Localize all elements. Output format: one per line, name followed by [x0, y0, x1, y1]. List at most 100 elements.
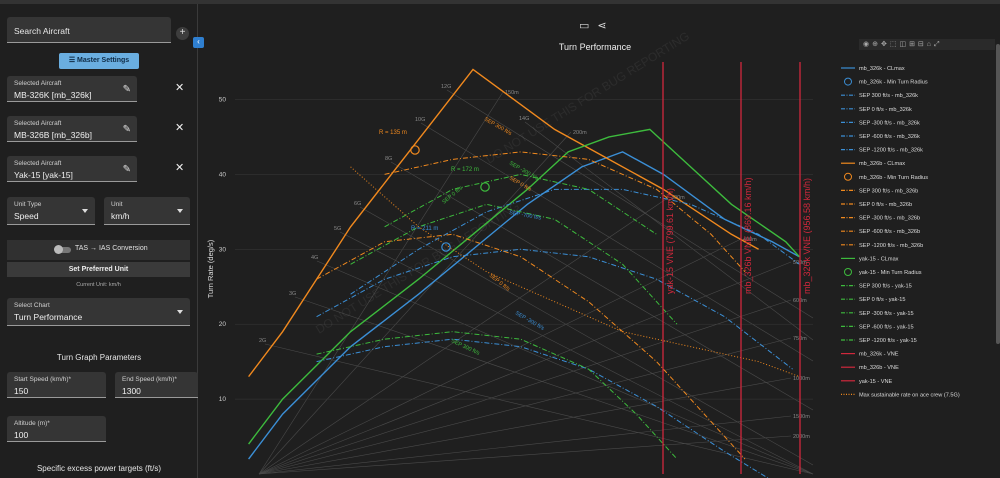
radius-label: 300m	[671, 195, 685, 201]
selected-aircraft-label: Selected Aircraft	[14, 80, 62, 87]
sidebar: Search Aircraft + ☰ Master Settings Sele…	[0, 4, 198, 478]
legend-label: mb_326k - VNE	[859, 352, 899, 358]
legend-label: SEP 0 ft/s - mb_326b	[859, 202, 912, 208]
radius-label: 400m	[743, 237, 757, 243]
g-label: 5G	[334, 226, 341, 232]
sep-curve-label: SEP -700 ft/s	[509, 210, 542, 222]
altitude-input[interactable]: Altitude (m)* 100	[7, 416, 106, 442]
g-line	[524, 121, 814, 341]
unit-select[interactable]: Unit km/h	[104, 197, 190, 225]
legend-label: SEP -600 ft/s - mb_326b	[859, 229, 920, 235]
end-speed-value: 1300	[122, 386, 141, 396]
chart-panel: ▭ ⋖ ◉⊕✥⬚◫⊞⊟⌂⤢ Turn Performance Turn Rate (…	[199, 4, 1000, 478]
y-axis-label: Turn Rate (deg/s)	[206, 239, 215, 298]
close-icon[interactable]: ✕	[175, 122, 185, 134]
dropdown-arrow-icon	[177, 209, 183, 213]
search-input[interactable]: Search Aircraft	[7, 17, 171, 43]
radius-line	[258, 196, 670, 475]
min-radius-marker	[441, 242, 451, 252]
radius-line	[258, 91, 504, 475]
edit-icon[interactable]: ✎	[122, 164, 131, 175]
series-line	[350, 188, 800, 295]
unit-type-select[interactable]: Unit Type Speed	[7, 197, 95, 225]
g-line	[390, 161, 814, 411]
min-radius-annotation: R = 135 m	[379, 130, 407, 136]
chart-select[interactable]: Select Chart Turn Performance	[7, 298, 190, 326]
start-speed-value: 150	[14, 386, 29, 396]
legend-label: yak-15 - CLmax	[859, 256, 899, 262]
altitude-value: 100	[14, 430, 29, 440]
legend-marker	[844, 172, 852, 181]
sep-curve-label: SEP 300 ft/s	[450, 338, 480, 356]
top-bar	[0, 0, 1000, 4]
turn-performance-chart[interactable]: Turn Performance Turn Rate (deg/s) 2G 3G 4G 5…	[199, 4, 1000, 478]
legend-label: yak-15 - VNE	[859, 379, 893, 385]
selected-aircraft-1[interactable]: Selected Aircraft MB-326K [mb_326k] ✎	[7, 76, 137, 102]
select-chart-value: Turn Performance	[14, 312, 83, 322]
selected-aircraft-3[interactable]: Selected Aircraft Yak-15 [yak-15] ✎	[7, 156, 137, 182]
set-preferred-unit-button[interactable]: Set Preferred Unit	[7, 262, 190, 277]
series-line	[384, 151, 746, 273]
legend-label: mb_326k - Min Turn Radius	[859, 80, 928, 86]
current-unit-text: Current Unit: km/h	[76, 282, 121, 288]
end-speed-input[interactable]: End Speed (km/h)* 1300	[115, 372, 198, 398]
legend-label: SEP -1200 ft/s - yak-15	[859, 338, 917, 344]
legend-label: Max sustainable rate on ace crew (7.5G)	[859, 392, 960, 398]
legend: mb_326k - CLmax mb_326k - Min Turn Radius…	[841, 66, 960, 398]
scrollbar[interactable]	[996, 44, 1000, 344]
close-icon[interactable]: ✕	[175, 82, 185, 94]
legend-label: mb_326b - CLmax	[859, 161, 905, 167]
selected-aircraft-value: MB-326B [mb_326b]	[14, 130, 92, 140]
g-label: 3G	[289, 291, 296, 297]
start-speed-input[interactable]: Start Speed (km/h)* 150	[7, 372, 106, 398]
g-label: 2G	[259, 338, 266, 344]
g-label: 4G	[311, 255, 318, 261]
selected-aircraft-value: Yak-15 [yak-15]	[14, 170, 73, 180]
legend-label: SEP 0 ft/s - mb_326k	[859, 107, 912, 113]
start-speed-label: Start Speed (km/h)*	[14, 376, 72, 383]
selected-aircraft-2[interactable]: Selected Aircraft MB-326B [mb_326b] ✎	[7, 116, 137, 142]
sep-curve-label: SEP 0 ft/s	[441, 185, 464, 205]
y-tick-label: 50	[219, 96, 227, 103]
ruler-icon[interactable]: ▭	[579, 20, 590, 32]
selected-aircraft-label: Selected Aircraft	[14, 120, 62, 127]
y-tick-label: 20	[219, 321, 227, 328]
legend-label: SEP -1200 ft/s - mb_326k	[859, 148, 923, 154]
g-label: 12G	[441, 84, 451, 90]
series-line	[350, 203, 678, 325]
radius-label: 150m	[505, 90, 519, 96]
collapse-icon[interactable]: ‹	[193, 37, 204, 48]
legend-label: SEP -300 ft/s - mb_326k	[859, 120, 920, 126]
legend-label: SEP -300 ft/s - mb_326b	[859, 216, 920, 222]
radius-label: 1500m	[793, 414, 810, 420]
legend-label: SEP 300 ft/s - yak-15	[859, 284, 912, 290]
end-speed-label: End Speed (km/h)*	[122, 376, 177, 383]
toggle-icon[interactable]	[54, 245, 71, 254]
camera-icon[interactable]: ◉	[863, 41, 873, 48]
legend-label: mb_326b - Min Turn Radius	[859, 175, 928, 181]
g-load-lines: 2G 3G 4G 5G 6G 8G 10G 12G 14G	[259, 84, 814, 475]
selected-aircraft-value: MB-326K [mb_326k]	[14, 90, 92, 100]
radius-line	[258, 435, 792, 475]
unit-label: Unit	[111, 201, 123, 208]
min-radius-annotation: R = 211 m	[411, 226, 438, 232]
share-icon[interactable]: ⋖	[597, 20, 607, 32]
edit-icon[interactable]: ✎	[122, 84, 131, 95]
series-line	[316, 233, 746, 460]
g-line	[316, 260, 814, 475]
legend-marker	[844, 268, 852, 276]
radius-line	[258, 261, 792, 475]
y-tick-label: 40	[219, 171, 227, 178]
chart-toolbar: ▭ ⋖	[579, 19, 615, 32]
plus-icon[interactable]: +	[176, 27, 189, 40]
vne-label: mb_326b VNE (869.16 km/h)	[743, 177, 753, 294]
close-icon[interactable]: ✕	[175, 162, 185, 174]
series-line	[248, 128, 800, 445]
g-label: 10G	[415, 117, 425, 123]
master-settings-button[interactable]: ☰ Master Settings	[59, 53, 139, 69]
edit-icon[interactable]: ✎	[122, 124, 131, 135]
plot-modebar[interactable]: ◉⊕✥⬚◫⊞⊟⌂⤢	[859, 39, 995, 50]
tas-ias-toggle-row[interactable]: TAS → IAS Conversion	[7, 240, 190, 260]
unit-type-value: Speed	[14, 211, 39, 221]
